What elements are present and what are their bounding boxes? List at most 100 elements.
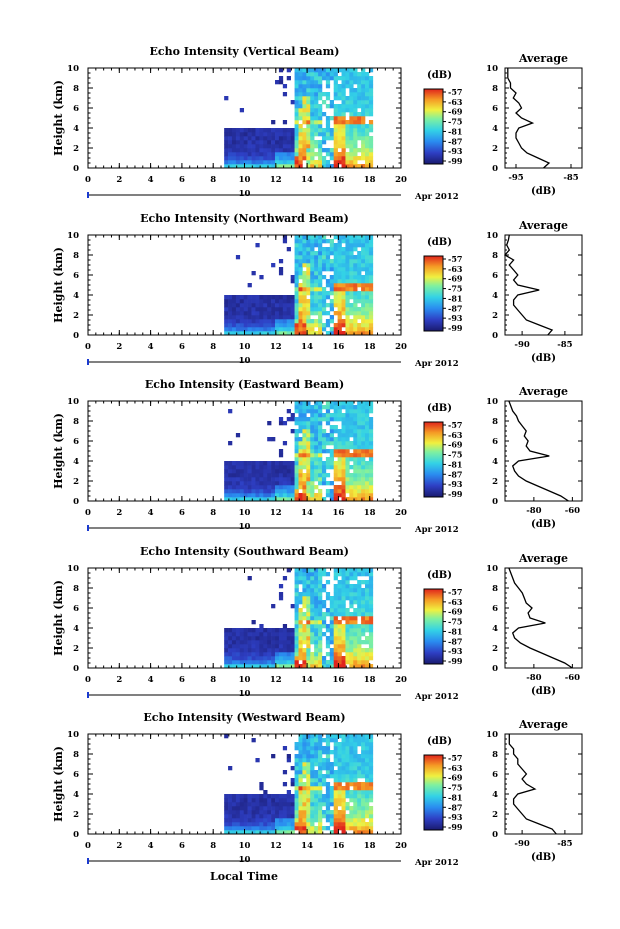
colorbar-tick-label: -69 (448, 773, 463, 783)
average-y-tick-label: 0 (492, 830, 498, 840)
colorbar-tick-label: -81 (448, 293, 462, 303)
colorbar-label: (dB) (427, 736, 452, 747)
x-tick-label: 18 (364, 841, 376, 851)
colorbar (423, 421, 444, 498)
y-tick-label: 4 (73, 291, 79, 301)
average-y-tick-label: 6 (492, 604, 498, 614)
average-x-tick-label: -95 (508, 173, 523, 183)
panel-title: Echo Intensity (Eastward Beam) (145, 378, 344, 391)
colorbar-label: (dB) (427, 70, 452, 81)
y-tick-label: 6 (73, 437, 79, 447)
colorbar-tick-label: -57 (448, 420, 462, 430)
average-profile-line (503, 234, 554, 336)
x-tick-label: 12 (270, 175, 282, 185)
colorbar-tick-label: -93 (448, 812, 463, 822)
x-tick-label: 4 (148, 508, 154, 518)
x-tick-label: 2 (116, 508, 122, 518)
x-tick-label: 18 (364, 508, 376, 518)
y-tick-label: 8 (73, 251, 79, 261)
x-tick-label: 12 (270, 675, 282, 685)
x-tick-label: 20 (395, 342, 407, 352)
panel-title: Echo Intensity (Vertical Beam) (149, 45, 339, 58)
x-tick-label: 10 (239, 675, 251, 685)
y-tick-label: 10 (67, 64, 79, 74)
x-tick-label: 6 (179, 508, 185, 518)
average-profile-line (508, 400, 569, 502)
x-tick-label: 16 (332, 508, 344, 518)
x-tick-label: 6 (179, 841, 185, 851)
x-tick-label: 16 (332, 342, 344, 352)
colorbar-tick-label: -99 (448, 156, 463, 166)
x-tick-label: 20 (395, 508, 407, 518)
average-x-tick-label: -80 (526, 506, 541, 516)
average-y-tick-label: 2 (492, 144, 498, 154)
colorbar (423, 88, 444, 165)
average-y-tick-label: 8 (492, 584, 498, 594)
average-y-tick-label: 8 (492, 84, 498, 94)
colorbar-tick-label: -99 (448, 489, 463, 499)
x-tick-label: 14 (301, 342, 313, 352)
x-tick-label: 18 (364, 675, 376, 685)
colorbar-tick-label: -81 (448, 626, 462, 636)
x-tick-label: 14 (301, 675, 313, 685)
colorbar-tick-label: -87 (448, 802, 462, 812)
panel-title: Echo Intensity (Northward Beam) (140, 212, 349, 225)
colorbar-tick-label: -93 (448, 313, 463, 323)
colorbar-tick-label: -81 (448, 126, 462, 136)
average-y-tick-label: 0 (492, 497, 498, 507)
x-tick-label: 18 (364, 175, 376, 185)
average-x-label: (dB) (531, 852, 556, 863)
y-axis-label: Height (km) (52, 580, 65, 656)
heatmap-cells (224, 568, 374, 669)
average-y-tick-label: 4 (492, 624, 498, 634)
colorbar-tick-label: -57 (448, 87, 462, 97)
y-tick-label: 2 (73, 810, 79, 820)
panel-4: Echo Intensity (Southward Beam) 0 2 4 6 8 10 12… (52, 545, 583, 702)
colorbar-tick-label: -75 (448, 284, 462, 294)
colorbar-label: (dB) (427, 403, 452, 414)
average-x-tick-label: -85 (557, 839, 572, 849)
colorbar-tick-label: -87 (448, 636, 462, 646)
y-tick-label: 10 (67, 231, 79, 241)
date-label: Apr 2012 (414, 359, 459, 369)
colorbar-tick-label: -93 (448, 646, 463, 656)
x-tick-label: 6 (179, 342, 185, 352)
average-title: Average (518, 385, 568, 398)
y-tick-label: 0 (73, 497, 79, 507)
colorbar-tick-label: -87 (448, 303, 462, 313)
y-tick-label: 8 (73, 584, 79, 594)
y-axis-label: Height (km) (52, 413, 65, 489)
y-tick-label: 4 (73, 790, 79, 800)
y-tick-label: 4 (73, 124, 79, 134)
colorbar-tick-label: -87 (448, 136, 462, 146)
colorbar-tick-label: -81 (448, 792, 462, 802)
average-x-tick-label: -85 (557, 340, 572, 350)
panel-3: Echo Intensity (Eastward Beam) 0 2 4 6 8 10 12 1… (52, 378, 583, 535)
colorbar-tick-label: -81 (448, 459, 462, 469)
x-tick-label: 16 (332, 841, 344, 851)
date-label: Apr 2012 (414, 525, 459, 535)
x-tick-label: 8 (210, 841, 216, 851)
y-tick-label: 10 (67, 730, 79, 740)
x-tick-label: 0 (85, 508, 91, 518)
colorbar-tick-label: -75 (448, 617, 462, 627)
average-x-label: (dB) (531, 353, 556, 364)
x-tick-label: 10 (239, 175, 251, 185)
panel-2: Echo Intensity (Northward Beam) 0 2 4 6 8 10 12… (52, 212, 583, 369)
date-marker: 10 (239, 356, 251, 366)
date-marker: 10 (239, 522, 251, 532)
date-marker: 10 (239, 855, 251, 865)
colorbar-tick-label: -63 (448, 597, 463, 607)
heatmap-cells (224, 68, 374, 169)
x-tick-label: 16 (332, 675, 344, 685)
average-x-label: (dB) (531, 686, 556, 697)
colorbar-tick-label: -99 (448, 822, 463, 832)
average-y-tick-label: 4 (492, 124, 498, 134)
colorbar-tick-label: -75 (448, 783, 462, 793)
y-tick-label: 0 (73, 830, 79, 840)
x-tick-label: 12 (270, 841, 282, 851)
colorbar-tick-label: -75 (448, 450, 462, 460)
average-y-tick-label: 0 (492, 164, 498, 174)
average-y-tick-label: 2 (492, 810, 498, 820)
